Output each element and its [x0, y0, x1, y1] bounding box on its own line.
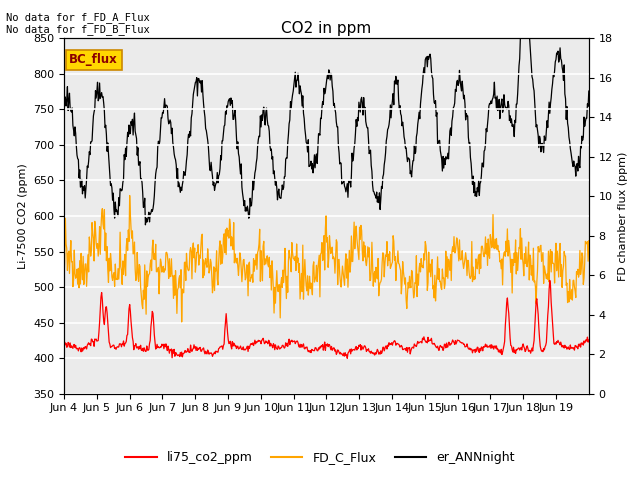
Legend: li75_co2_ppm, FD_C_Flux, er_ANNnight: li75_co2_ppm, FD_C_Flux, er_ANNnight — [120, 446, 520, 469]
Text: No data for f_FD_A_Flux: No data for f_FD_A_Flux — [6, 12, 150, 23]
Y-axis label: FD chamber flux (ppm): FD chamber flux (ppm) — [618, 151, 628, 281]
Text: No data for f_FD_B_Flux: No data for f_FD_B_Flux — [6, 24, 150, 35]
Y-axis label: Li-7500 CO2 (ppm): Li-7500 CO2 (ppm) — [17, 163, 28, 269]
Title: CO2 in ppm: CO2 in ppm — [281, 21, 372, 36]
Text: BC_flux: BC_flux — [69, 53, 118, 66]
